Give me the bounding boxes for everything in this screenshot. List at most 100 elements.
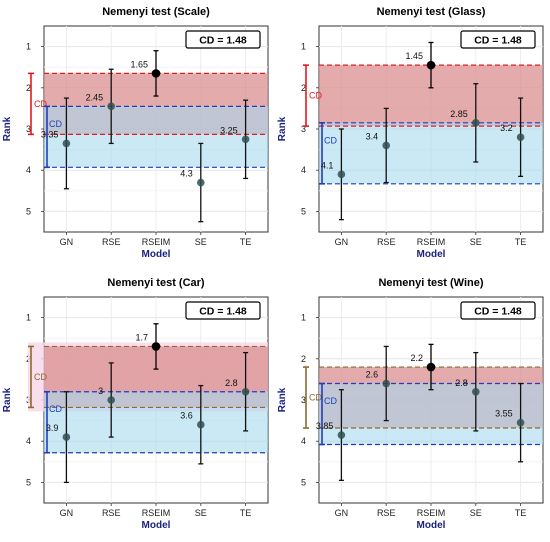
rank-point xyxy=(62,433,71,441)
cd-band-second xyxy=(44,106,268,168)
y-tick-label: 1 xyxy=(301,42,306,52)
rank-point xyxy=(337,431,346,439)
y-tick-label: 1 xyxy=(301,313,306,323)
cd-value-label: CD = 1.48 xyxy=(474,306,522,318)
x-tick-label: SE xyxy=(470,237,482,247)
x-tick-label: GN xyxy=(60,508,74,518)
rank-point xyxy=(472,387,480,396)
x-tick-label: RSE xyxy=(102,237,121,247)
chart-title: Nemenyi test (Car) xyxy=(107,277,205,289)
rank-point xyxy=(241,387,250,396)
rank-point xyxy=(516,418,525,427)
rank-value-label: 2.85 xyxy=(450,109,468,119)
x-tick-label: RSE xyxy=(377,508,396,518)
cd-value-box xyxy=(460,30,536,49)
cd-value-label: CD = 1.48 xyxy=(199,35,247,47)
y-tick-label: 2 xyxy=(26,83,31,93)
y-tick-label: 3 xyxy=(301,124,306,134)
rank-value-label: 4.3 xyxy=(180,169,193,179)
rank-value-label: 2.6 xyxy=(366,370,379,380)
cd-bracket-best-label: CD xyxy=(34,372,47,382)
rank-point xyxy=(382,141,390,150)
x-tick-label: RSE xyxy=(102,508,121,518)
y-tick-label: 5 xyxy=(26,477,31,487)
x-tick-label: RSEIM xyxy=(417,508,446,518)
y-tick-label: 2 xyxy=(301,354,306,364)
x-tick-label: TE xyxy=(240,508,252,518)
x-tick-label: RSEIM xyxy=(142,237,171,247)
x-tick-label: GN xyxy=(335,237,349,247)
x-tick-label: SE xyxy=(195,237,207,247)
cd-band-second xyxy=(319,122,543,184)
y-tick-label: 5 xyxy=(301,206,306,216)
x-axis-label: Model xyxy=(142,249,171,260)
y-tick-label: 3 xyxy=(301,395,306,405)
cd-band-second xyxy=(44,391,268,453)
rank-point xyxy=(426,362,436,372)
rank-point xyxy=(426,60,436,70)
y-tick-label: 2 xyxy=(301,83,306,93)
rank-point xyxy=(151,342,161,351)
rank-value-label: 2.45 xyxy=(86,92,104,102)
rank-value-label: 3.4 xyxy=(366,131,379,141)
rank-value-label: 1.65 xyxy=(130,59,148,69)
rank-point xyxy=(197,178,205,187)
chart-panel-5-1: Nemenyi test (Glass) 1 2 3 4 5 CD CD CD = 1.48 4.… xyxy=(277,6,544,260)
x-tick-label: GN xyxy=(60,237,74,247)
rank-point xyxy=(337,170,346,179)
cd-bracket-best-label: CD xyxy=(309,91,322,101)
rank-value-label: 2.8 xyxy=(225,378,238,388)
cd-value-box xyxy=(185,301,261,320)
y-axis-label: Rank xyxy=(277,116,288,141)
rank-point xyxy=(151,69,161,78)
rank-value-label: 3.2 xyxy=(500,123,513,133)
x-tick-label: SE xyxy=(195,508,207,518)
y-axis-label: Rank xyxy=(2,116,13,141)
x-tick-label: TE xyxy=(515,508,527,518)
cd-value-box xyxy=(460,301,536,320)
cd-bracket-best-label: CD xyxy=(309,393,322,403)
rank-value-label: 3.9 xyxy=(46,423,59,433)
rank-point xyxy=(62,139,71,148)
rank-point xyxy=(107,396,115,404)
y-tick-label: 4 xyxy=(301,165,306,175)
rank-point xyxy=(516,133,525,142)
y-axis-label: Rank xyxy=(2,387,13,412)
x-tick-label: TE xyxy=(240,237,252,247)
y-tick-label: 3 xyxy=(26,124,31,134)
y-tick-label: 5 xyxy=(26,206,31,216)
rank-value-label: 3.6 xyxy=(180,411,193,421)
x-axis-label: Model xyxy=(142,520,171,531)
cd-value-box xyxy=(185,30,261,49)
x-axis-label: Model xyxy=(417,520,446,531)
x-tick-label: RSE xyxy=(377,237,396,247)
x-tick-label: TE xyxy=(515,237,527,247)
y-tick-label: 4 xyxy=(26,165,31,175)
cd-bracket-second-label: CD xyxy=(324,396,337,406)
x-tick-label: RSEIM xyxy=(142,508,171,518)
chart-title: Nemenyi test (Wine) xyxy=(378,277,483,289)
x-tick-label: GN xyxy=(335,508,349,518)
chart-title: Nemenyi test (Glass) xyxy=(377,6,486,18)
rank-value-label: 3.55 xyxy=(495,409,513,419)
rank-point xyxy=(382,379,390,388)
y-axis-label: Rank xyxy=(277,387,288,412)
y-tick-label: 4 xyxy=(301,436,306,446)
rank-point xyxy=(472,119,480,127)
cd-bracket-second-label: CD xyxy=(49,404,62,414)
rank-value-label: 3 xyxy=(98,386,103,396)
cd-bracket-second-label: CD xyxy=(324,135,337,145)
cd-bracket-best-label: CD xyxy=(34,99,47,109)
rank-value-label: 4.1 xyxy=(321,160,334,170)
rank-point xyxy=(197,420,205,429)
rank-point xyxy=(241,135,250,144)
rank-value-label: 2.8 xyxy=(455,378,468,388)
cd-band-second xyxy=(319,383,543,445)
cd-value-label: CD = 1.48 xyxy=(199,306,247,318)
chart-title: Nemenyi test (Scale) xyxy=(102,6,210,18)
rank-value-label: 3.35 xyxy=(41,129,59,139)
cd-bracket-second-label: CD xyxy=(49,119,62,129)
